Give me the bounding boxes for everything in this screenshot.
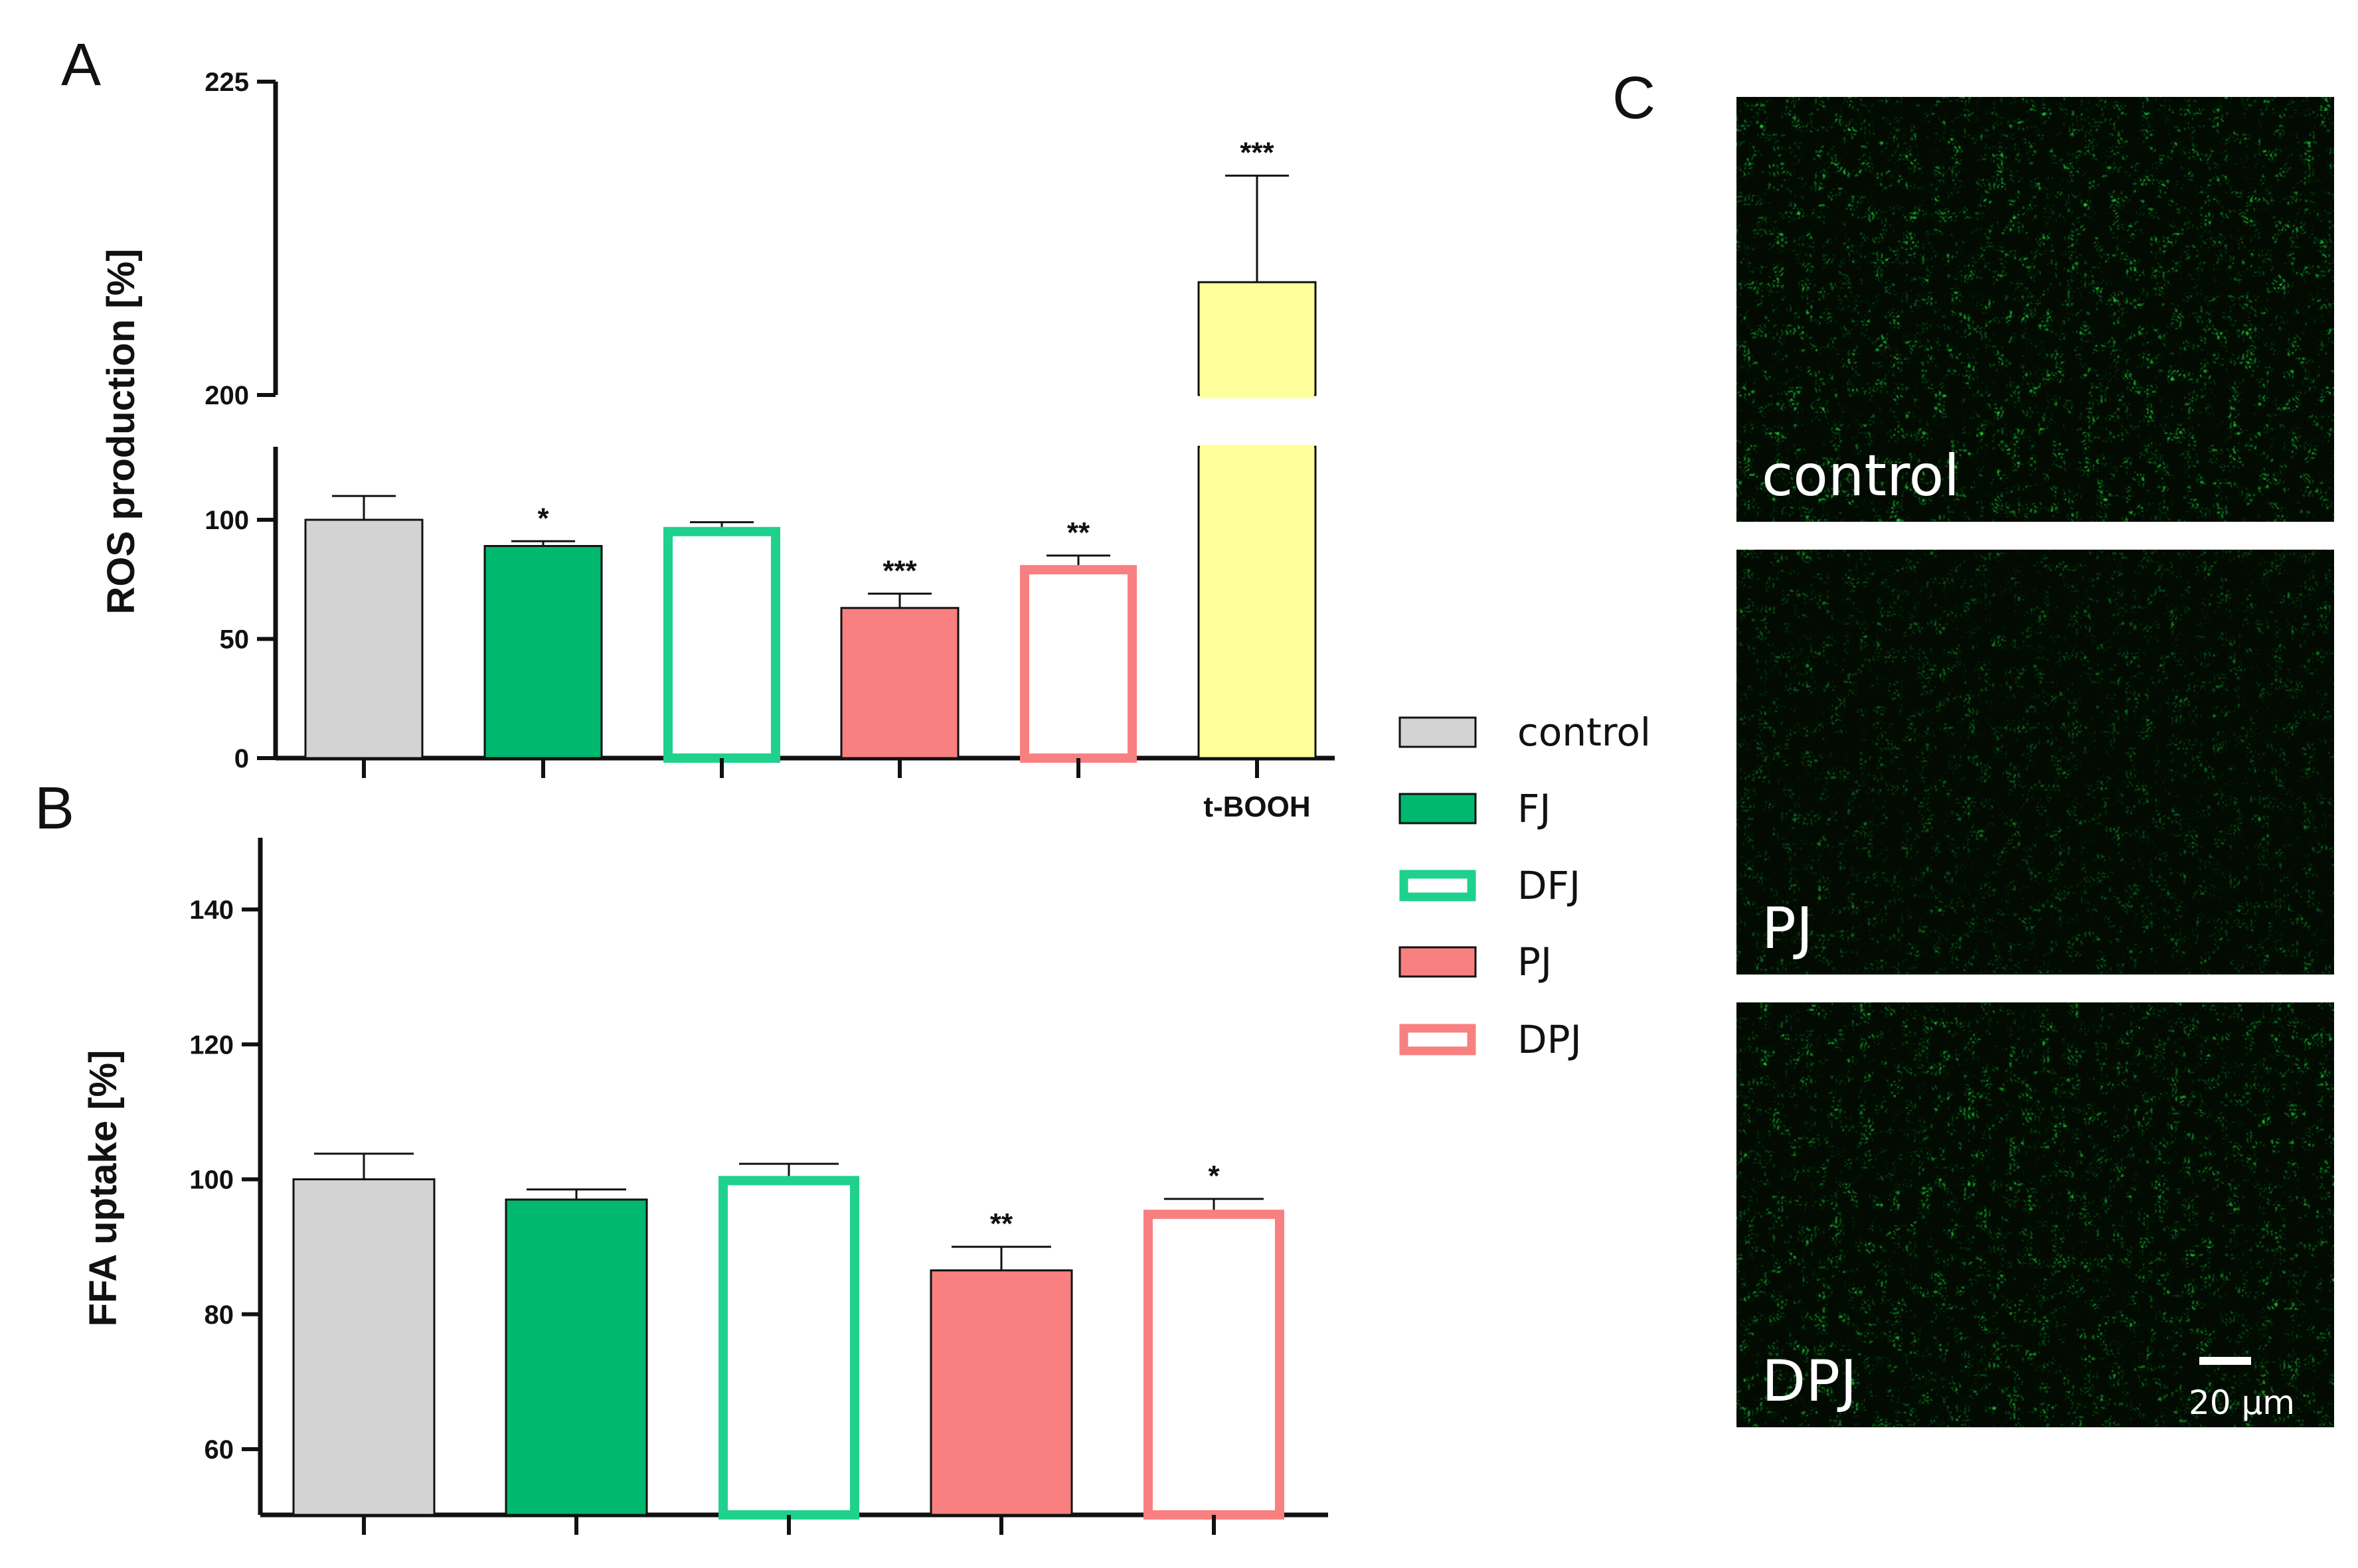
chart-b-bar [1143,1210,1284,1520]
micrograph-label: DPJ [1762,1348,1857,1415]
chart-a-y-tick-label: 100 [205,506,249,535]
scale-bar-label: 20 µm [2189,1383,2295,1422]
chart-a-y-tick-label: 50 [220,625,250,655]
chart-b-significance: * [1208,1160,1220,1192]
chart-b-y-tick-label: 120 [189,1030,234,1059]
chart-b-bar [505,1198,648,1516]
panel-letter-b: B [35,775,74,842]
chart-a-significance: *** [883,554,917,587]
panel-letter-c: C [1612,65,1655,131]
panel-letter-a: A [61,32,101,98]
chart-a-bar-break-cover [1200,445,1314,450]
micrograph-dpj: DPJ [1736,1002,2334,1427]
chart-b-y-tick-label: 100 [189,1166,234,1195]
legend-swatch-dfj [1399,870,1476,902]
chart-a-y-tick-label: 200 [205,381,249,410]
chart-a-bar [663,526,780,763]
micrograph-fluorescence [1736,550,2334,975]
chart-b-bar [292,1178,436,1516]
chart-a-significance: ** [1067,516,1090,549]
chart-b-bar [930,1269,1073,1516]
chart-a-bar [304,518,424,759]
chart-b-y-tick-label: 140 [189,896,234,925]
chart-a-significance: *** [1240,137,1274,169]
chart-a-bar-upper-segment [1197,281,1317,396]
legend-label-pj: PJ [1517,939,1552,984]
chart-a-y-tick-label: 225 [205,68,249,97]
chart-a-category-label: t-BOOH [1203,791,1310,823]
chart-a-bar [840,607,960,759]
legend-label-control: control [1517,710,1651,755]
micrograph-fluorescence [1736,97,2334,522]
chart-a-bar-break-cover [1200,393,1314,398]
chart-b-y-tick-label: 60 [205,1435,234,1464]
chart-a-bar [483,544,603,759]
micrograph-pj: PJ [1736,550,2334,975]
chart-b-significance: ** [990,1208,1013,1240]
legend-label-dpj: DPJ [1517,1017,1582,1062]
chart-b-y-axis-title: FFA uptake [%] [82,1050,125,1327]
chart-b-y-tick-label: 80 [205,1300,234,1330]
micrograph-panel: control PJ DPJ 20 µm [1736,97,2334,1427]
chart-b-bar [718,1176,859,1520]
legend-swatch-dpj [1399,1024,1476,1056]
chart-a-bar-lower-segment [1197,445,1317,759]
micrograph-fluorescence [1736,1002,2334,1427]
chart-a-significance: * [537,502,549,534]
legend: control FJ DFJ PJ DPJ [1398,710,1651,1062]
micrograph-label: PJ [1762,896,1813,962]
micrograph-control: control [1736,97,2334,522]
chart-a-ros-production: ROS production [%] 050100200225*********… [100,68,1335,823]
chart-a-y-axis-title: ROS production [%] [100,249,143,615]
legend-label-fj: FJ [1517,786,1551,831]
chart-a-y-tick-label: 0 [234,744,249,773]
legend-swatch-pj [1398,946,1477,978]
legend-swatch-fj [1398,793,1477,824]
chart-a-bar [1020,565,1137,763]
legend-swatch-control [1398,716,1477,748]
micrograph-label: control [1762,443,1960,509]
legend-label-dfj: DFJ [1517,863,1580,908]
